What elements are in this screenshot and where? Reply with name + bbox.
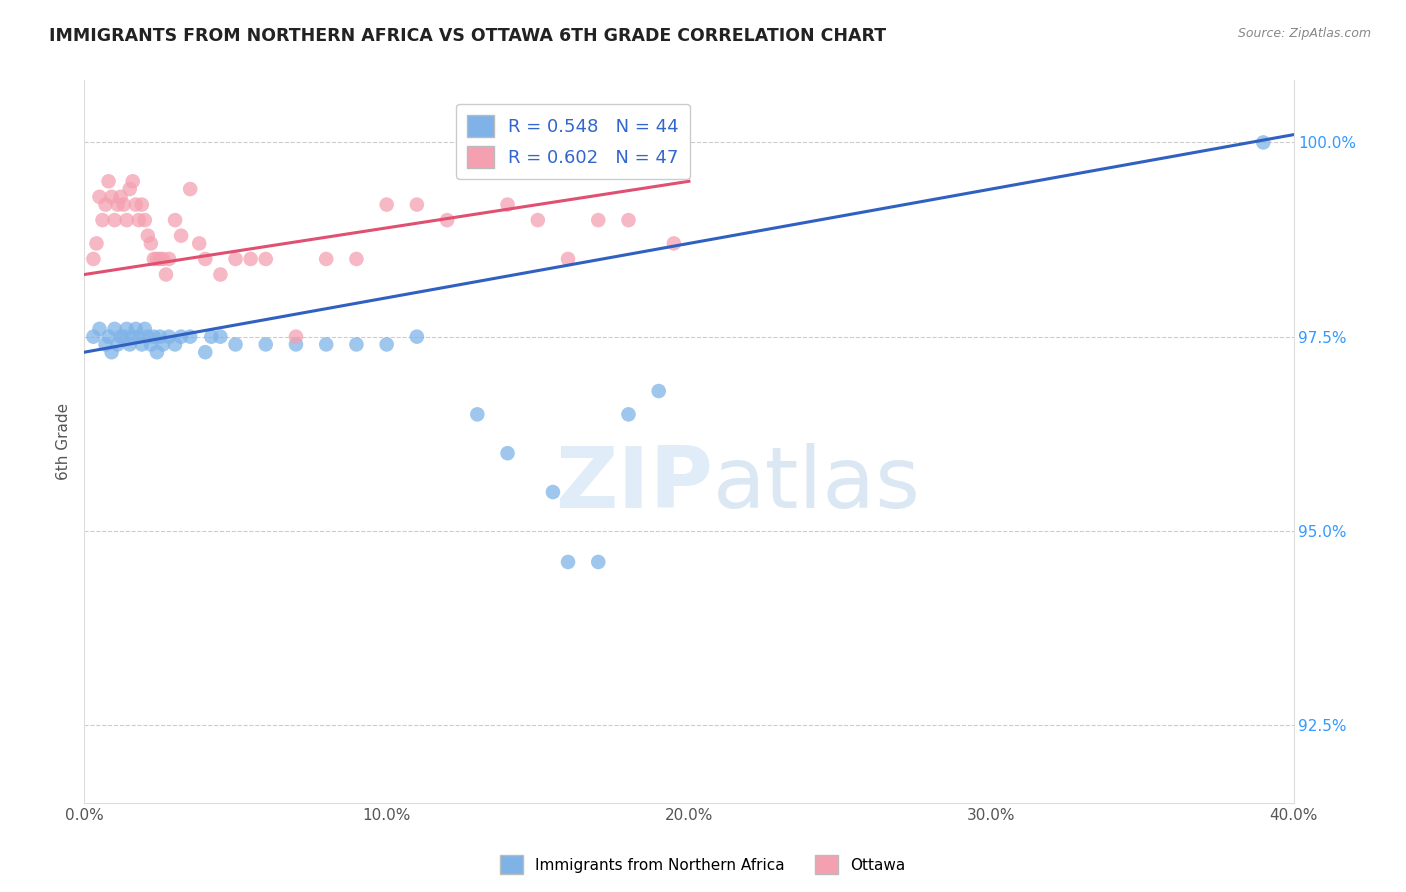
- Point: [541, 485, 564, 500]
- Point: [94, 337, 117, 351]
- Point: [146, 345, 169, 359]
- Point: [194, 345, 217, 359]
- Point: [131, 197, 153, 211]
- Point: [200, 329, 222, 343]
- Point: [112, 197, 135, 211]
- Point: [557, 555, 579, 569]
- Point: [128, 213, 150, 227]
- Point: [496, 446, 519, 460]
- Point: [139, 337, 162, 351]
- Point: [157, 329, 180, 343]
- Point: [662, 236, 685, 251]
- Point: [496, 197, 519, 211]
- Legend: R = 0.548   N = 44, R = 0.602   N = 47: R = 0.548 N = 44, R = 0.602 N = 47: [456, 103, 690, 178]
- Point: [239, 252, 262, 266]
- Point: [134, 322, 156, 336]
- Point: [100, 190, 122, 204]
- Point: [346, 337, 368, 351]
- Point: [617, 213, 640, 227]
- Point: [142, 329, 165, 343]
- Point: [94, 197, 117, 211]
- Point: [254, 337, 277, 351]
- Point: [118, 337, 141, 351]
- Point: [165, 337, 187, 351]
- Point: [225, 252, 247, 266]
- Point: [110, 329, 132, 343]
- Point: [136, 228, 159, 243]
- Point: [91, 213, 114, 227]
- Point: [107, 197, 129, 211]
- Point: [139, 236, 162, 251]
- Point: [149, 252, 172, 266]
- Point: [146, 252, 169, 266]
- Legend: Immigrants from Northern Africa, Ottawa: Immigrants from Northern Africa, Ottawa: [494, 849, 912, 880]
- Point: [128, 329, 150, 343]
- Point: [89, 190, 111, 204]
- Point: [104, 213, 127, 227]
- Point: [155, 268, 177, 282]
- Point: [179, 182, 201, 196]
- Y-axis label: 6th Grade: 6th Grade: [56, 403, 72, 480]
- Point: [617, 408, 640, 422]
- Point: [188, 236, 211, 251]
- Point: [254, 252, 277, 266]
- Point: [82, 252, 104, 266]
- Point: [165, 213, 187, 227]
- Point: [115, 213, 138, 227]
- Point: [170, 228, 193, 243]
- Point: [209, 268, 232, 282]
- Point: [131, 337, 153, 351]
- Point: [125, 197, 148, 211]
- Point: [285, 329, 308, 343]
- Point: [157, 252, 180, 266]
- Point: [375, 337, 398, 351]
- Point: [315, 252, 337, 266]
- Point: [406, 329, 429, 343]
- Point: [134, 213, 156, 227]
- Point: [118, 182, 141, 196]
- Point: [112, 329, 135, 343]
- Point: [115, 322, 138, 336]
- Point: [346, 252, 368, 266]
- Text: Source: ZipAtlas.com: Source: ZipAtlas.com: [1237, 27, 1371, 40]
- Point: [315, 337, 337, 351]
- Point: [142, 252, 165, 266]
- Point: [588, 555, 610, 569]
- Point: [467, 408, 489, 422]
- Point: [285, 337, 308, 351]
- Point: [170, 329, 193, 343]
- Point: [194, 252, 217, 266]
- Point: [97, 329, 120, 343]
- Point: [557, 252, 579, 266]
- Point: [375, 197, 398, 211]
- Point: [86, 236, 108, 251]
- Point: [149, 329, 172, 343]
- Point: [152, 252, 174, 266]
- Point: [179, 329, 201, 343]
- Text: atlas: atlas: [713, 443, 921, 526]
- Point: [125, 322, 148, 336]
- Point: [136, 329, 159, 343]
- Point: [588, 213, 610, 227]
- Point: [436, 213, 458, 227]
- Point: [121, 329, 143, 343]
- Point: [100, 345, 122, 359]
- Point: [209, 329, 232, 343]
- Point: [110, 190, 132, 204]
- Point: [406, 197, 429, 211]
- Point: [107, 337, 129, 351]
- Point: [121, 174, 143, 188]
- Point: [225, 337, 247, 351]
- Point: [152, 337, 174, 351]
- Point: [648, 384, 671, 398]
- Point: [527, 213, 550, 227]
- Point: [1253, 136, 1275, 150]
- Text: IMMIGRANTS FROM NORTHERN AFRICA VS OTTAWA 6TH GRADE CORRELATION CHART: IMMIGRANTS FROM NORTHERN AFRICA VS OTTAW…: [49, 27, 886, 45]
- Point: [82, 329, 104, 343]
- Point: [97, 174, 120, 188]
- Point: [104, 322, 127, 336]
- Point: [89, 322, 111, 336]
- Text: ZIP: ZIP: [555, 443, 713, 526]
